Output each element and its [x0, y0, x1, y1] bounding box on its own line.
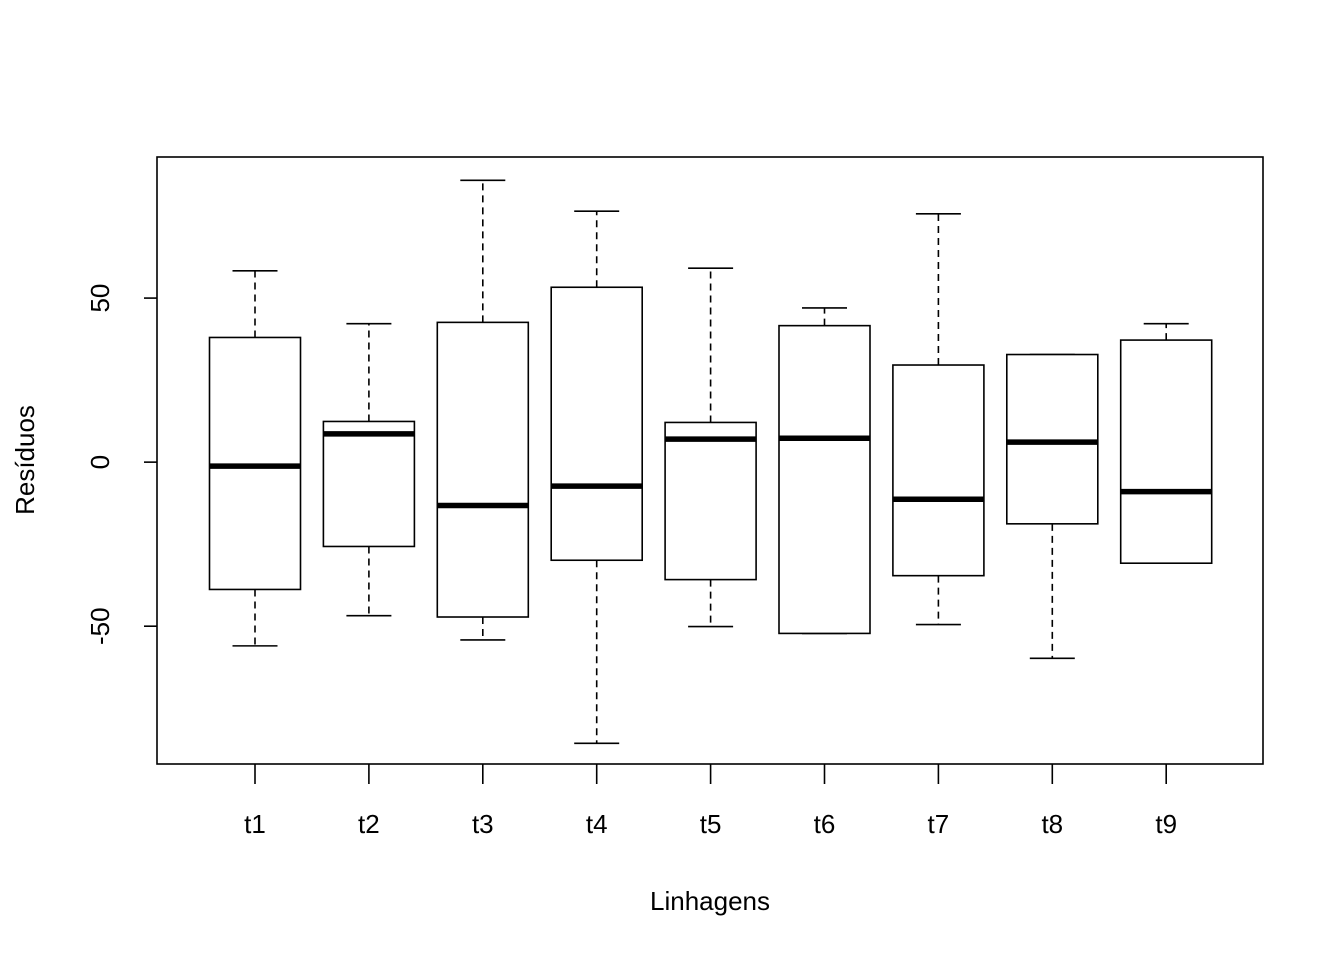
x-tick-label: t4 — [586, 809, 608, 839]
box-body — [1119, 339, 1213, 564]
y-axis: -50 0 50 — [85, 284, 157, 645]
box-body — [778, 324, 871, 635]
boxes-layer — [208, 179, 1213, 745]
box-t3 — [436, 179, 530, 641]
x-tick-label: t7 — [928, 809, 950, 839]
box-t5 — [664, 267, 757, 628]
box-t9 — [1119, 322, 1213, 564]
box-t6 — [778, 307, 871, 635]
box-t2 — [322, 322, 416, 617]
y-tick-label: -50 — [85, 607, 115, 645]
y-tick-label: 0 — [85, 455, 115, 469]
x-tick-label: t9 — [1155, 809, 1177, 839]
x-tick-label: t5 — [700, 809, 722, 839]
x-tick-label: t2 — [358, 809, 380, 839]
box-body — [550, 286, 644, 562]
box-body — [1005, 353, 1099, 525]
box-t4 — [550, 210, 644, 745]
box-body — [892, 364, 985, 577]
x-axis: t1 t2 t3 t4 t5 t6 t7 t8 t9 — [244, 764, 1177, 839]
box-t7 — [892, 212, 985, 626]
x-tick-label: t3 — [472, 809, 494, 839]
box-body — [436, 321, 530, 618]
box-body — [322, 420, 416, 548]
box-t8 — [1005, 353, 1099, 660]
x-tick-label: t1 — [244, 809, 266, 839]
x-axis-label: Linhagens — [650, 886, 770, 916]
box-body — [664, 421, 757, 581]
box-t1 — [208, 270, 302, 647]
x-tick-label: t8 — [1041, 809, 1063, 839]
y-tick-label: 50 — [85, 284, 115, 313]
y-axis-label: Resíduos — [10, 405, 40, 515]
x-tick-label: t6 — [814, 809, 836, 839]
